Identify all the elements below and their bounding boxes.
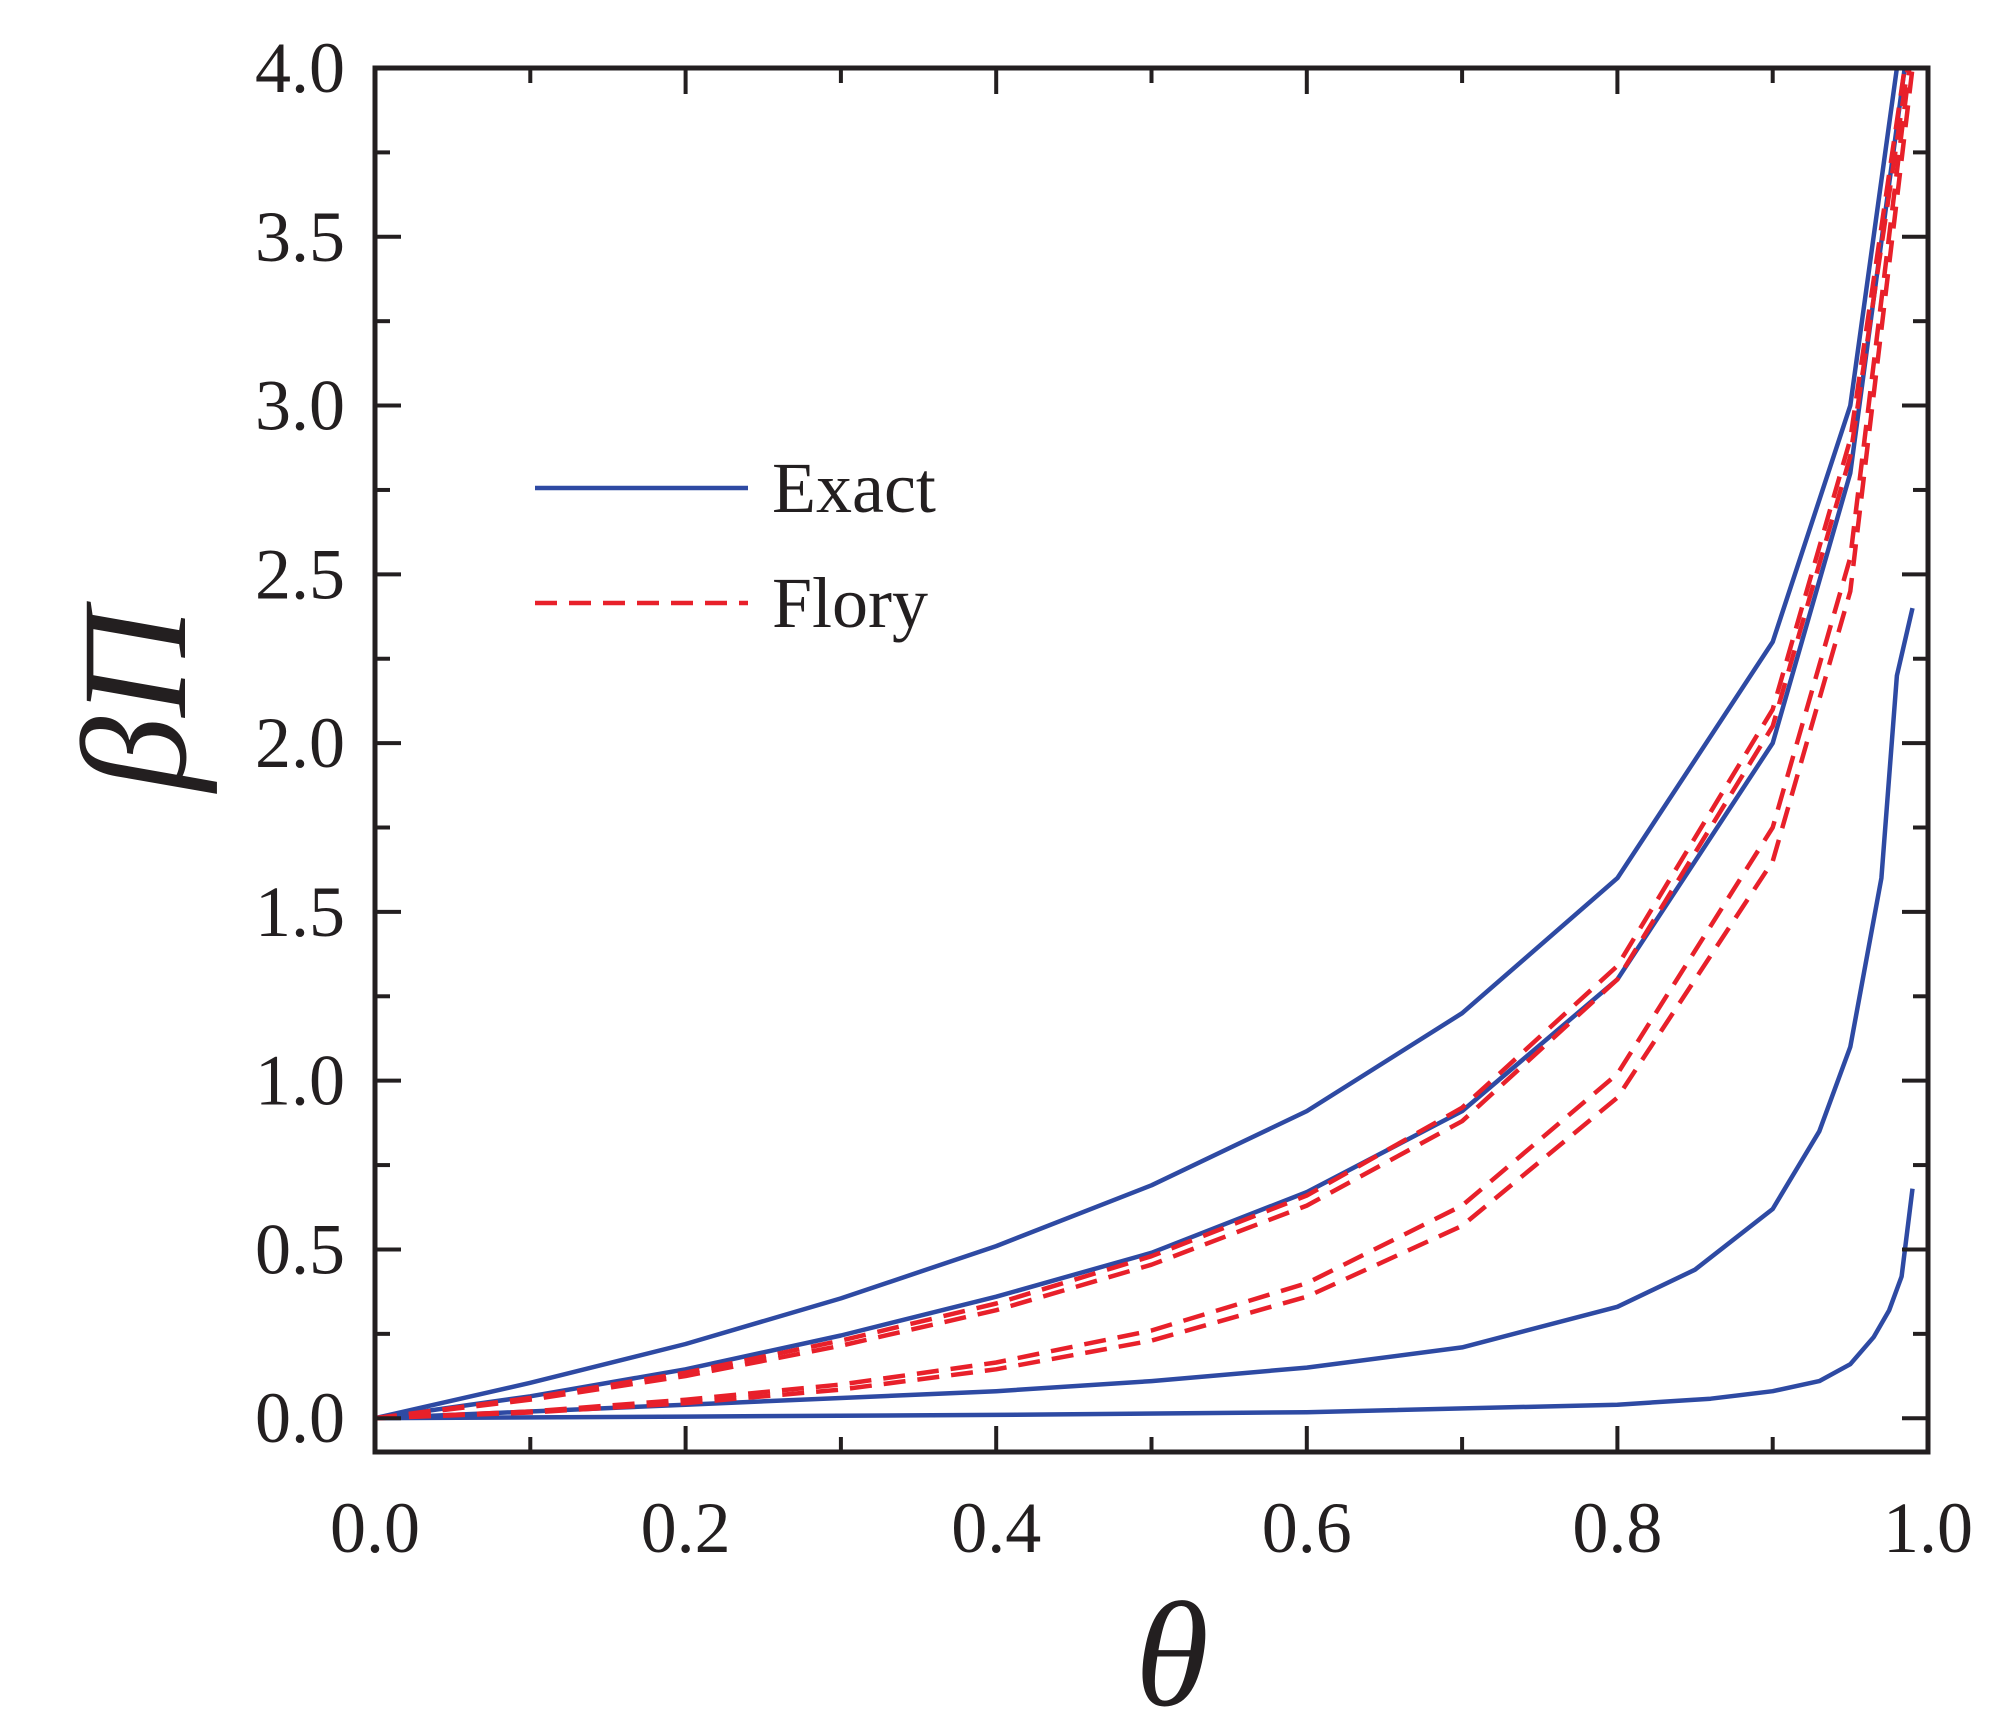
x-axis-label: θ (1135, 1572, 1209, 1733)
y-tick-label: 3.5 (255, 197, 345, 277)
legend-flory-label: Flory (772, 563, 928, 643)
plot-frame (372, 65, 1931, 1455)
series-flory-7 (374, 67, 1915, 1421)
series-flory-6 (374, 67, 1912, 1421)
y-tick-label: 2.5 (255, 534, 345, 614)
series-exact-2 (374, 607, 1915, 1421)
tick-labels: 0.0 0.2 0.4 0.6 0.8 1.0 0.0 0.5 1.0 1.5 2.0 2.5 3.0 3… (255, 28, 1973, 1568)
x-tick-label: 1.0 (1883, 1488, 1973, 1568)
x-tick-label: 0.4 (951, 1488, 1041, 1568)
plot-lines (374, 67, 1915, 1421)
x-tick-label: 0.2 (641, 1488, 731, 1568)
y-tick-label: 0.0 (255, 1378, 345, 1458)
y-tick-label: 1.0 (255, 1041, 345, 1121)
x-tick-label: 0.0 (330, 1488, 420, 1568)
series-exact-0 (374, 67, 1900, 1421)
y-tick-label: 0.5 (255, 1209, 345, 1289)
series-flory-4 (374, 67, 1907, 1421)
y-axis-label: βΠ (52, 601, 218, 795)
y-tick-label: 2.0 (255, 703, 345, 783)
series-exact-1 (374, 67, 1907, 1421)
series-flory-5 (374, 67, 1911, 1421)
legend-exact-label: Exact (772, 448, 936, 528)
y-tick-label: 4.0 (255, 28, 345, 108)
y-tick-label: 3.0 (255, 366, 345, 446)
x-tick-label: 0.6 (1262, 1488, 1352, 1568)
y-tick-label: 1.5 (255, 872, 345, 952)
legend: Exact Flory (535, 448, 936, 643)
x-tick-label: 0.8 (1572, 1488, 1662, 1568)
series-exact-3 (374, 1188, 1915, 1421)
